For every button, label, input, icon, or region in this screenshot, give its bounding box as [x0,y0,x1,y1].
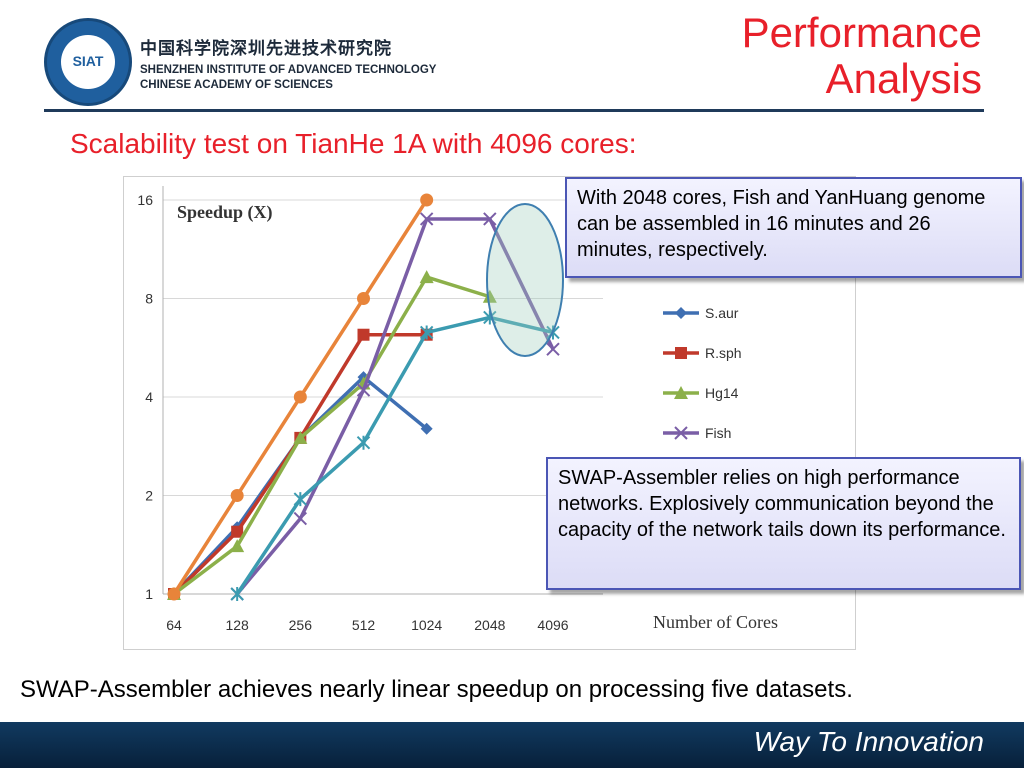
x-axis-label: Number of Cores [653,612,778,632]
legend-marker [674,386,688,399]
y-tick-label: 1 [145,586,153,602]
data-point [230,587,244,601]
data-point [419,212,434,226]
data-point [356,383,371,397]
slide-title-line2: Analysis [825,55,982,102]
slide-title-line1: Performance [741,9,982,56]
x-tick-label: 2048 [474,617,505,633]
data-point [357,328,370,341]
data-point [482,289,497,303]
data-point [419,270,434,284]
series-line-5 [235,315,554,595]
x-tick-label: 128 [225,617,249,633]
legend-marker [675,347,687,359]
data-point [230,539,245,553]
data-point [546,342,560,356]
data-point [357,292,370,305]
series-line-1 [172,332,427,596]
data-point [420,422,433,435]
data-point [293,390,307,404]
series-line-2 [172,275,491,596]
x-tick-label: 64 [166,617,182,633]
slide-subtitle: Scalability test on TianHe 1A with 4096 … [70,128,637,159]
data-point [420,193,434,207]
data-point [230,489,244,502]
slide-caption: SWAP-Assembler achieves nearly linear sp… [20,676,853,703]
slide-title: Performance Analysis [742,10,982,102]
footer-slogan: Way To Innovation [753,726,984,757]
data-point [293,430,308,444]
org-name-english-line2: CHINESE ACADEMY OF SCIENCES [140,79,333,91]
legend-label: Hg14 [705,385,739,401]
data-point [231,525,244,538]
org-name-english-line1: SHENZHEN INSTITUTE OF ADVANCED TECHNOLOG… [140,64,437,76]
y-tick-label: 8 [145,291,153,307]
data-point [293,492,308,507]
logo-emblem: SIAT [61,35,115,89]
data-point [167,587,181,601]
org-name-chinese: 中国科学院深圳先进技术研究院 [140,39,392,58]
y-tick-label: 2 [145,488,153,504]
legend-marker [675,307,687,319]
x-tick-label: 4096 [537,617,568,633]
legend-label: S.aur [705,305,739,321]
logo-text: SIAT [72,53,104,69]
y-axis-label: Speedup (X) [177,202,273,223]
data-point [483,212,497,226]
data-point [293,511,308,526]
siat-logo: SIAT [44,18,132,106]
highlight-ellipse [486,203,564,357]
x-tick-label: 256 [289,617,313,633]
data-point [356,435,371,450]
speedup-chart: 1 2 4 8 16 64 128 256 512 1024 2048 4096 Number of C… [137,186,778,633]
legend-label: Fish [705,425,731,441]
legend-label: R.sph [705,345,742,361]
series-line-3 [235,217,555,596]
y-tick-label: 16 [137,192,153,208]
series-line-0 [172,375,428,596]
legend-marker [674,426,688,440]
organization-name: 中国科学院深圳先进技术研究院 SHENZHEN INSTITUTE OF ADV… [140,34,436,93]
footer-bar [0,722,1024,768]
x-tick-label: 512 [352,617,376,633]
header-divider [44,109,984,112]
callout-network-limit: SWAP-Assembler relies on high performanc… [546,457,1021,590]
y-tick-label: 4 [145,389,153,405]
data-point [419,325,434,340]
callout-assembly-time: With 2048 cores, Fish and YanHuang genom… [565,177,1022,278]
x-tick-label: 1024 [411,617,442,633]
